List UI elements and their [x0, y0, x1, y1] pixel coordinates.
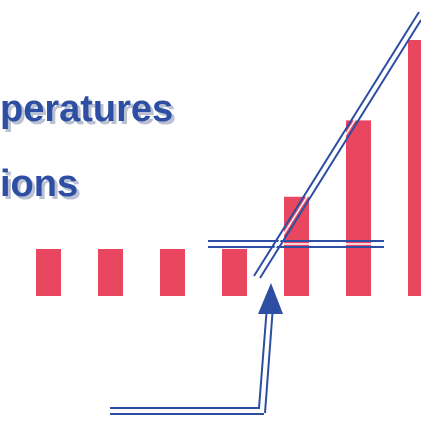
pointer-arrow	[110, 283, 283, 415]
trend-line	[253, 11, 421, 279]
slide-title: peratures peratures ions ions	[0, 88, 176, 208]
bar-2	[98, 249, 123, 296]
bar-4	[222, 249, 247, 296]
bar-7	[408, 40, 421, 296]
title-line-2-shadow: ions	[3, 166, 81, 208]
bar-1	[36, 249, 61, 296]
title-line-2: ions	[0, 163, 78, 205]
baseline-axis	[208, 240, 384, 248]
bar-group	[36, 40, 421, 297]
title-line-1: peratures	[0, 88, 173, 130]
title-line-1-shadow: peratures	[3, 91, 176, 133]
bar-6	[346, 120, 371, 297]
arrow-head-icon	[258, 283, 283, 314]
bar-3	[160, 249, 185, 296]
